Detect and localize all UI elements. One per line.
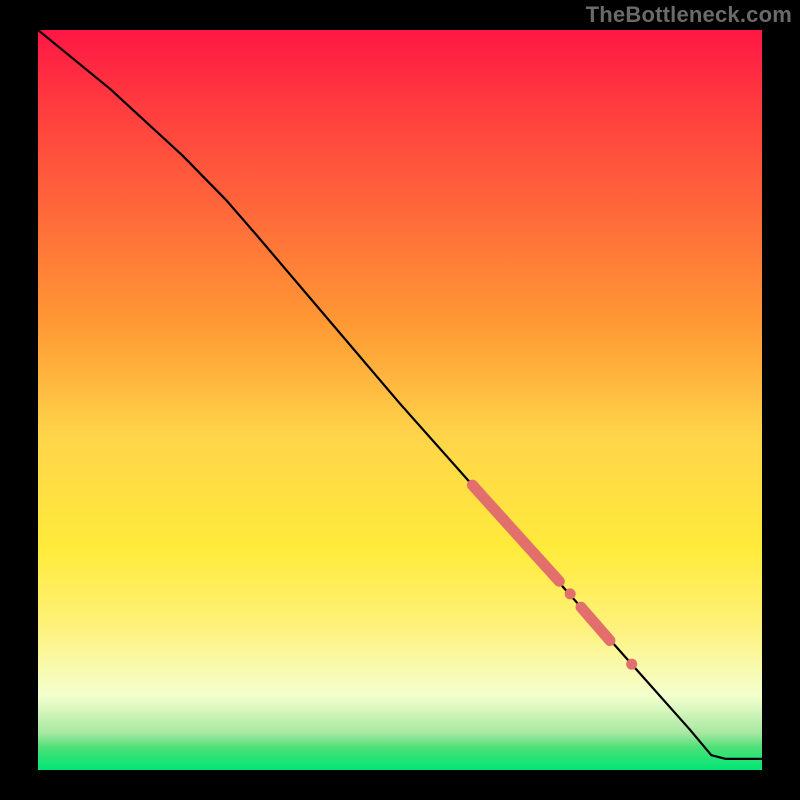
gradient-background bbox=[38, 30, 762, 770]
highlight-dot bbox=[565, 588, 576, 599]
watermark-text: TheBottleneck.com bbox=[586, 2, 792, 28]
chart-canvas: TheBottleneck.com bbox=[0, 0, 800, 800]
highlight-dot bbox=[626, 659, 637, 670]
plot-area bbox=[38, 30, 762, 770]
